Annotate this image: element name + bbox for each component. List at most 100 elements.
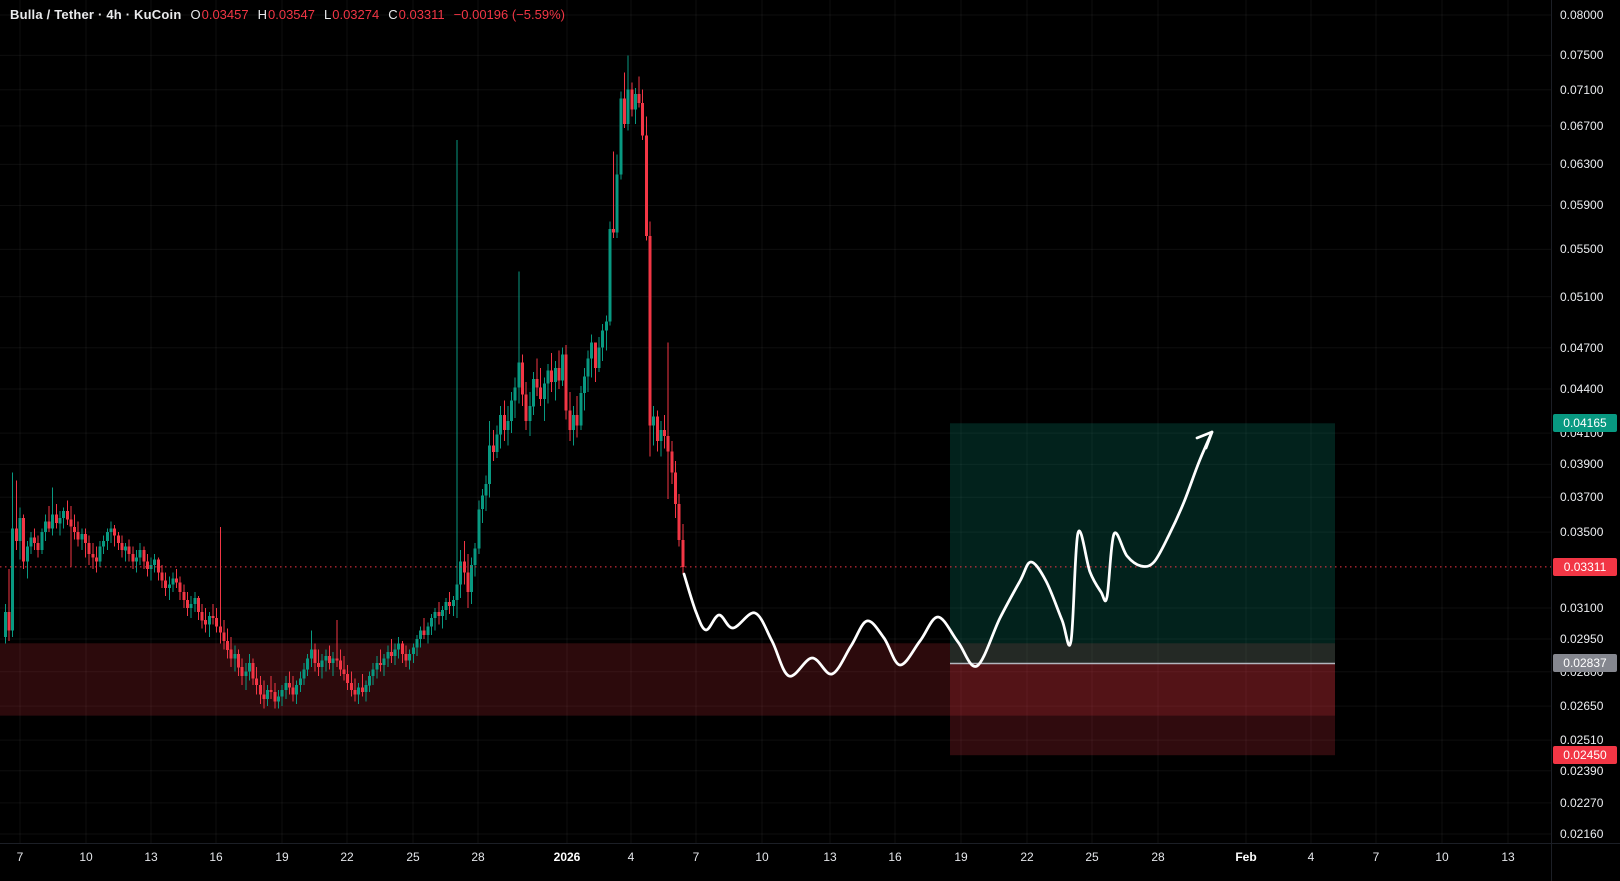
time-axis-label: 10: [755, 850, 769, 864]
time-axis-label: 28: [1151, 850, 1165, 864]
candle: [674, 461, 677, 518]
candle: [481, 488, 484, 524]
candle: [200, 604, 204, 629]
candle: [644, 116, 648, 241]
candle: [466, 553, 470, 608]
candle: [633, 87, 637, 125]
candle: [430, 614, 433, 635]
candle: [116, 532, 120, 551]
candle: [513, 377, 517, 419]
candle: [291, 676, 295, 702]
candle: [608, 221, 612, 326]
price-axis-label: 0.07500: [1560, 48, 1604, 63]
candle: [353, 678, 357, 702]
candle: [317, 649, 321, 677]
time-axis[interactable]: 7 10 13 16 19 22 25 28 2026 4 7 10 13 16 19 22 25 28 Feb 4 7…: [0, 844, 1620, 881]
long-position-profit-zone: [950, 423, 1335, 664]
candle: [58, 511, 62, 536]
candle: [557, 350, 561, 389]
candle: [65, 500, 69, 525]
price-axis-label: 0.02160: [1560, 827, 1604, 841]
time-axis-label: 13: [1501, 850, 1515, 864]
candle: [277, 689, 280, 709]
candle: [484, 475, 488, 511]
candle: [459, 550, 463, 598]
price-badge-target: 0.04165: [1553, 414, 1617, 433]
candle: [247, 654, 251, 681]
candle: [324, 649, 328, 672]
candle: [255, 667, 259, 695]
candle: [517, 271, 521, 404]
candle: [462, 541, 466, 585]
candle: [521, 354, 524, 407]
candle: [477, 500, 481, 554]
candle: [444, 598, 448, 621]
candle: [550, 353, 554, 392]
price-axis-label: 0.03500: [1560, 525, 1604, 540]
time-axis-label: 25: [1085, 850, 1099, 864]
candle: [572, 406, 575, 446]
candle: [167, 576, 171, 600]
candle: [579, 386, 583, 431]
candle: [590, 334, 594, 378]
candle: [470, 557, 473, 604]
candle: [284, 676, 288, 700]
candle: [553, 361, 557, 401]
candle: [258, 676, 262, 704]
candle: [47, 505, 51, 533]
candle: [422, 618, 426, 639]
zones-layer[interactable]: [0, 423, 1335, 756]
candle: [561, 347, 565, 387]
symbol-title[interactable]: Bulla / Tether · 4h · KuCoin: [10, 7, 182, 22]
candle: [211, 604, 215, 625]
candle: [18, 507, 22, 560]
candle: [113, 525, 117, 547]
candle: [149, 557, 153, 581]
time-axis-label: 16: [888, 850, 902, 864]
candle: [615, 154, 619, 239]
candle: [335, 620, 339, 668]
candle: [455, 140, 459, 619]
candle: [288, 671, 291, 695]
candle: [575, 396, 579, 438]
candle: [364, 680, 368, 702]
candle: [360, 673, 364, 697]
candle: [237, 649, 240, 677]
candle: [357, 682, 361, 704]
candle: [135, 550, 138, 573]
candle: [306, 654, 310, 677]
change-value: −0.00196 (−5.59%): [453, 7, 565, 22]
candle: [33, 528, 36, 551]
candle: [262, 680, 266, 709]
candle: [488, 421, 492, 498]
supply-zone: [0, 643, 1335, 716]
candle: [342, 656, 346, 681]
candle: [189, 596, 193, 619]
high-value: 0.03547: [268, 7, 315, 22]
price-axis[interactable]: 0.08000 0.07500 0.07100 0.06700 0.06300 0.059…: [1552, 0, 1620, 843]
candle: [382, 654, 386, 677]
candle: [473, 542, 477, 577]
candle: [298, 671, 302, 693]
candle: [415, 634, 419, 657]
candle: [156, 557, 160, 581]
candle: [491, 430, 495, 462]
candle: [54, 504, 58, 529]
low-label: L: [324, 7, 332, 22]
candle: [641, 89, 645, 141]
candle: [182, 584, 186, 608]
candle: [502, 400, 506, 441]
candle: [531, 372, 535, 416]
candle: [408, 649, 412, 670]
candle: [677, 494, 681, 547]
time-axis-label: 19: [275, 850, 289, 864]
price-axis-label: 0.06300: [1560, 157, 1604, 172]
candle: [222, 620, 226, 650]
candle: [36, 535, 40, 558]
candle: [98, 541, 102, 567]
candle: [40, 528, 44, 554]
projection-drawing[interactable]: [682, 430, 1214, 678]
candle: [601, 324, 605, 362]
